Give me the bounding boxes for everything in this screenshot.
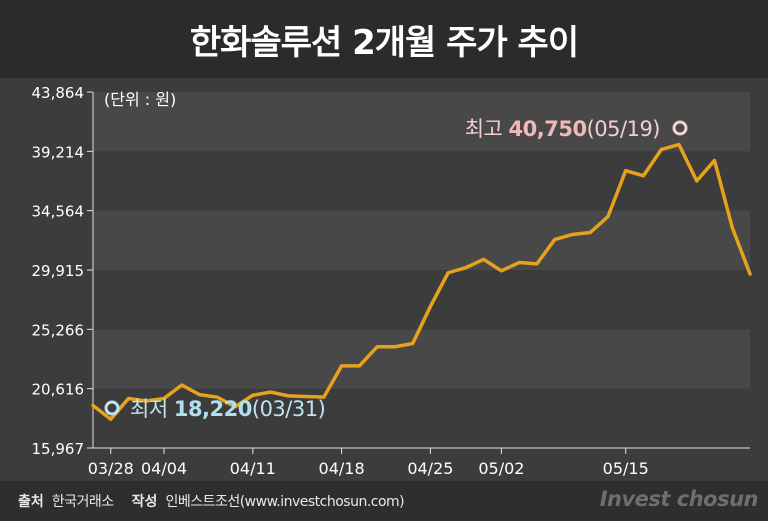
grid-band [93,151,750,211]
price-line [91,142,752,421]
low-annotation: 최저 18,220(03/31) [130,397,325,421]
y-axis: 15,967 20,616 25,266 29,915 34,564 39,214 43,8… [32,84,94,458]
x-tick-label: 04/11 [230,459,276,478]
low-marker [104,400,120,416]
x-tick-label: 03/28 [88,459,134,478]
brand-logo: Invest chosun [599,487,759,511]
author-value: 인베스트조선(www.investchosun.com) [165,494,405,510]
annotations: 최고 40,750(05/19) 최저 18,220(03/31) [104,117,688,421]
source-label: 출처 [18,494,44,510]
y-tick-label: 34,564 [32,203,85,221]
x-tick-label: 04/18 [319,459,365,478]
high-label: 최고 [465,117,509,141]
grid-band [93,388,750,448]
grid-bands [93,92,750,448]
grid-band [93,92,750,152]
y-tick-label: 39,214 [32,143,85,161]
chart-title: 한화솔루션 2개월 주가 추이 [0,0,768,78]
x-tick-label: 04/25 [407,459,453,478]
high-date: (05/19) [587,117,660,141]
low-value: 18,220 [174,397,252,421]
y-tick-label: 43,864 [32,84,85,102]
author-label: 작성 [131,494,158,510]
x-tick-label: 05/02 [478,459,524,478]
low-label: 최저 [130,397,174,421]
x-tick-label: 04/04 [141,459,187,478]
y-tick-label: 15,967 [32,440,85,458]
y-tick-label: 25,266 [32,321,85,339]
grid-band [93,210,750,271]
unit-label: (단위 : 원) [104,90,176,109]
x-axis: 03/28 04/04 04/11 04/18 04/25 05/02 05/15 [88,447,750,478]
line-chart: 15,967 20,616 25,266 29,915 34,564 39,214 43,8… [32,84,752,478]
y-tick-label: 29,915 [32,262,85,280]
x-tick-label: 05/15 [603,459,649,478]
low-date: (03/31) [252,397,325,421]
high-annotation: 최고 40,750(05/19) [465,117,660,141]
grid-band [93,329,750,389]
source-value: 한국거래소 [51,494,114,510]
high-marker [672,120,688,136]
high-value: 40,750 [509,117,587,141]
grid-band [93,270,750,330]
footer: 출처 한국거래소 작성 인베스트조선(www.investchosun.com)… [0,481,768,521]
y-tick-label: 20,616 [32,381,85,399]
